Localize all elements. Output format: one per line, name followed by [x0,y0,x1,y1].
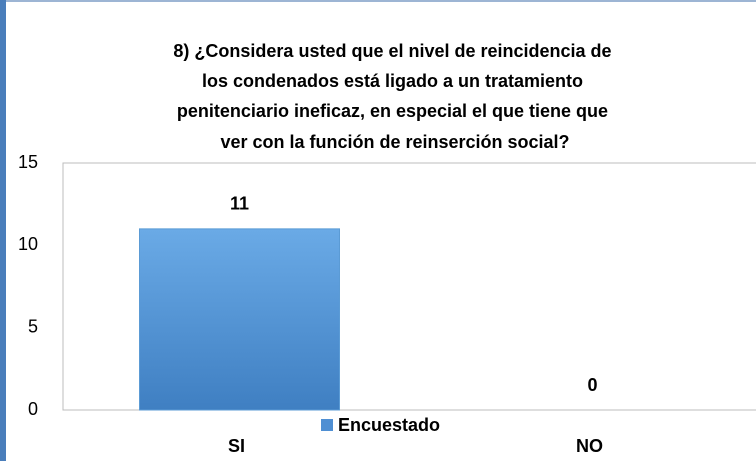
x-tick-label: SI [228,436,245,456]
legend-label: Encuestado [338,415,440,435]
data-label: 11 [230,194,249,214]
x-tick-label: NO [576,436,603,456]
plot-area [62,162,756,411]
data-label: 0 [587,375,597,395]
bar [139,228,340,411]
chart-title: 8) ¿Considera usted que el nivel de rein… [173,41,616,152]
y-tick-label: 10 [18,234,38,254]
y-tick-label: 0 [28,399,38,419]
y-tick-label: 5 [28,316,38,336]
legend-swatch [321,419,333,431]
frame-edge [0,0,6,461]
y-tick-label: 15 [18,152,38,172]
